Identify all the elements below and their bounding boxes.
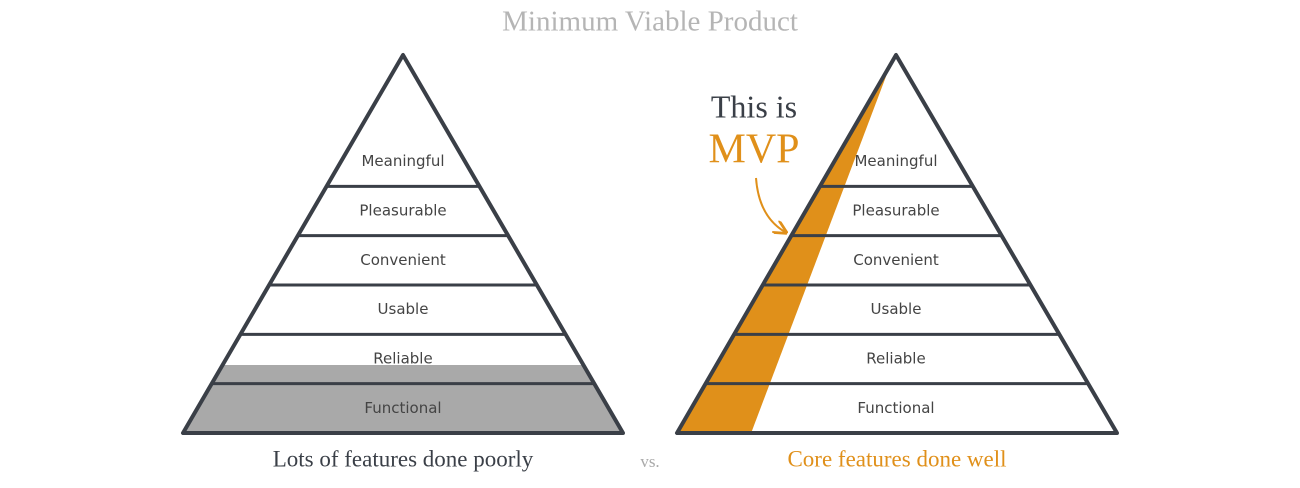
layer-label: Usable <box>871 300 922 318</box>
layer-label: Usable <box>378 300 429 318</box>
layer-label: Pleasurable <box>359 202 446 220</box>
left-caption: Lots of features done poorly <box>273 446 534 471</box>
right-pyramid <box>675 53 1119 435</box>
title: Minimum Viable Product <box>502 6 798 38</box>
layer-label: Reliable <box>866 350 925 368</box>
right-caption: Core features done well <box>787 446 1006 471</box>
layer-label: Pleasurable <box>852 202 939 220</box>
layer-label: Functional <box>857 399 934 417</box>
layer-label: Convenient <box>853 251 939 269</box>
layer-label: Functional <box>364 399 441 417</box>
callout-line2: MVP <box>708 127 799 173</box>
left-pyramid <box>181 53 625 435</box>
left-shading <box>183 365 623 433</box>
layer-label: Convenient <box>360 251 446 269</box>
layer-label: Reliable <box>373 350 432 368</box>
poor-features-fill <box>183 365 623 433</box>
layer-label: Meaningful <box>854 152 937 170</box>
vs-label: vs. <box>640 452 659 471</box>
callout-arrow <box>755 177 785 232</box>
callout-line1: This is <box>711 88 797 124</box>
layer-label: Meaningful <box>361 152 444 170</box>
